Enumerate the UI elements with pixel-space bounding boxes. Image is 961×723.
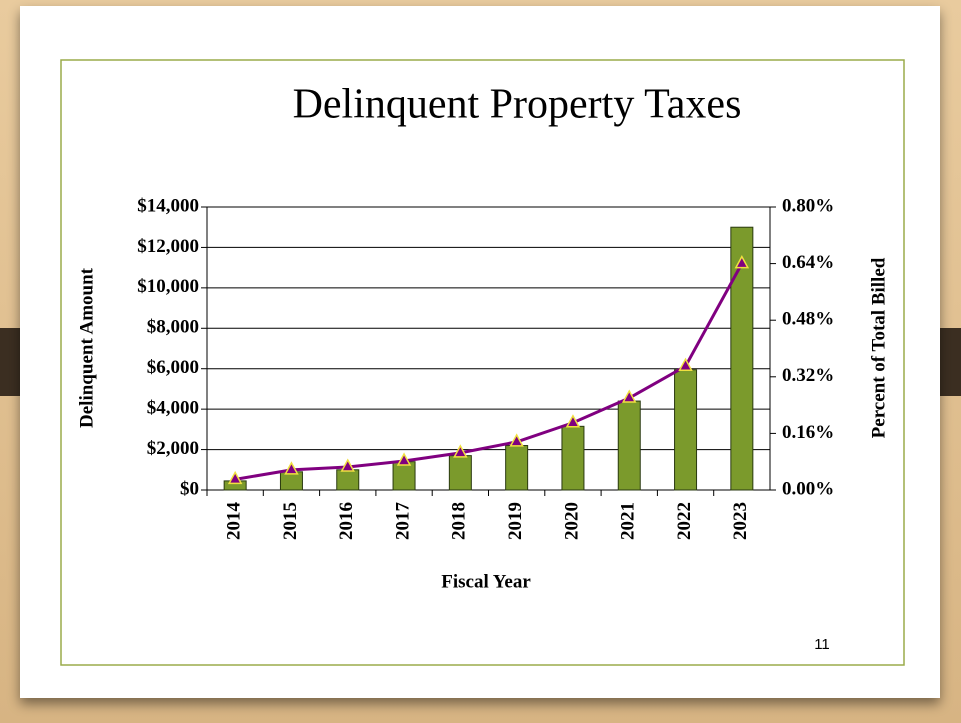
slide-panel [20, 6, 940, 698]
y-tick-label: $6,000 [147, 357, 199, 378]
y2-tick-label: 0.32% [782, 365, 834, 386]
chart-title: Delinquent Property Taxes [293, 82, 742, 128]
x-tick-label: 2018 [449, 502, 470, 540]
marker [396, 452, 412, 466]
marker [621, 389, 637, 403]
y-tick-label: $14,000 [137, 195, 199, 216]
bar [505, 445, 529, 491]
y2-tick-label: 0.00% [782, 478, 834, 499]
x-tick-label: 2015 [280, 502, 301, 540]
marker [678, 357, 693, 371]
bar [617, 400, 641, 491]
x-tick-label: 2017 [392, 502, 413, 541]
x-tick-label: 2023 [730, 502, 751, 540]
bar [730, 226, 754, 491]
page-number: 11 [814, 636, 830, 653]
y2-tick-label: 0.48% [782, 309, 834, 330]
marker [284, 461, 299, 475]
x-tick-label: 2019 [505, 502, 526, 540]
marker [565, 414, 581, 428]
y2-tick-label: 0.16% [782, 422, 834, 443]
x-tick-label: 2016 [336, 502, 357, 540]
y-axis-title: Delinquent Amount [76, 267, 97, 428]
line [234, 262, 744, 481]
marker [734, 255, 750, 269]
marker [453, 444, 468, 458]
y-tick-label: $2,000 [147, 438, 199, 459]
bar [448, 455, 472, 491]
bar [561, 425, 585, 491]
y-tick-label: $4,000 [147, 398, 199, 419]
marker [340, 458, 356, 472]
x-tick-label: 2020 [561, 502, 582, 540]
y-tick-label: $8,000 [147, 317, 199, 338]
y-tick-label: $12,000 [137, 236, 199, 257]
marker [509, 433, 524, 447]
marker [227, 470, 243, 485]
bar [392, 461, 416, 491]
x-tick-label: 2022 [674, 502, 695, 540]
bar [336, 469, 360, 491]
x-tick-label: 2014 [224, 502, 245, 541]
bar [674, 369, 698, 491]
y2-tick-label: 0.64% [782, 252, 834, 273]
y2-tick-label: 0.80% [782, 195, 834, 216]
x-tick-label: 2021 [618, 502, 639, 540]
frame [60, 59, 905, 666]
x-axis-title: Fiscal Year [441, 571, 531, 592]
y-tick-label: $10,000 [137, 276, 199, 297]
y2-axis-title: Percent of Total Billed [868, 257, 889, 438]
y-tick-label: $0 [180, 478, 199, 499]
